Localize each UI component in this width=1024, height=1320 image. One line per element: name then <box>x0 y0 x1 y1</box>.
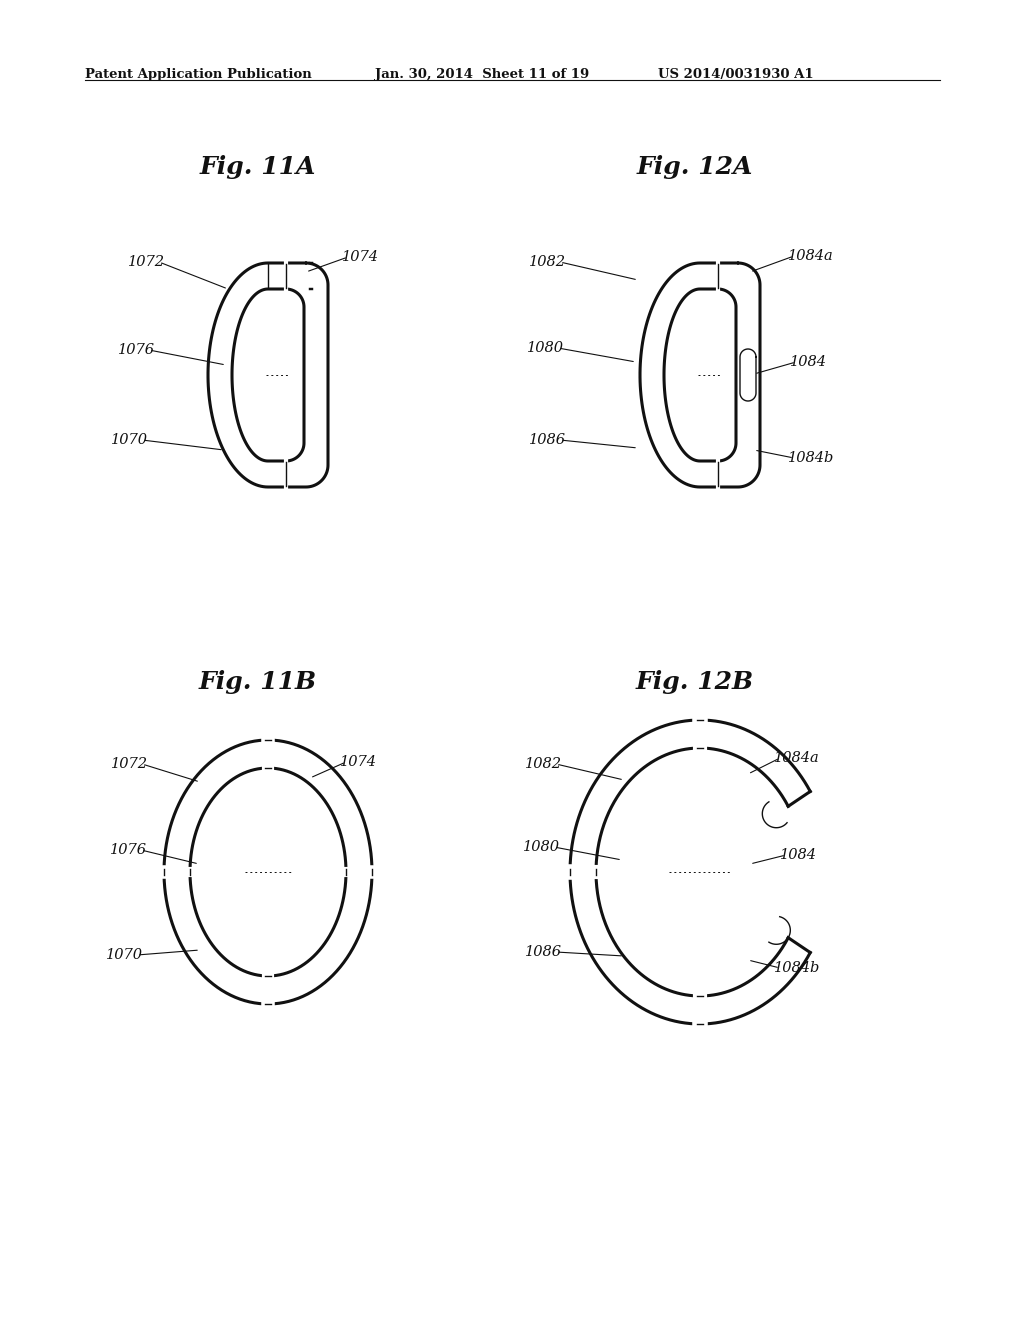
Text: 1084b: 1084b <box>774 961 820 975</box>
Text: 1084b: 1084b <box>788 451 835 465</box>
Text: 1084: 1084 <box>790 355 827 370</box>
Text: 1082: 1082 <box>525 756 562 771</box>
Text: Fig. 11A: Fig. 11A <box>200 154 316 180</box>
Text: 1072: 1072 <box>128 255 165 269</box>
Text: Fig. 11B: Fig. 11B <box>199 671 317 694</box>
Text: 1076: 1076 <box>110 843 147 857</box>
Text: US 2014/0031930 A1: US 2014/0031930 A1 <box>658 69 814 81</box>
Text: 1082: 1082 <box>529 255 566 269</box>
Text: Patent Application Publication: Patent Application Publication <box>85 69 311 81</box>
Text: Jan. 30, 2014  Sheet 11 of 19: Jan. 30, 2014 Sheet 11 of 19 <box>375 69 589 81</box>
Text: 1074: 1074 <box>342 249 379 264</box>
Text: 1080: 1080 <box>523 840 560 854</box>
Text: 1086: 1086 <box>525 945 562 960</box>
Text: 1074: 1074 <box>340 755 377 770</box>
Text: 1084a: 1084a <box>774 751 820 766</box>
Text: 1076: 1076 <box>118 343 155 356</box>
Text: 1070: 1070 <box>111 433 148 447</box>
Text: 1084a: 1084a <box>788 249 834 263</box>
Text: 1084: 1084 <box>780 847 817 862</box>
Text: Fig. 12A: Fig. 12A <box>637 154 754 180</box>
Text: 1072: 1072 <box>111 756 148 771</box>
Text: 1080: 1080 <box>527 341 564 355</box>
Text: 1070: 1070 <box>106 948 143 962</box>
Text: Fig. 12B: Fig. 12B <box>636 671 754 694</box>
Text: 1086: 1086 <box>529 433 566 447</box>
